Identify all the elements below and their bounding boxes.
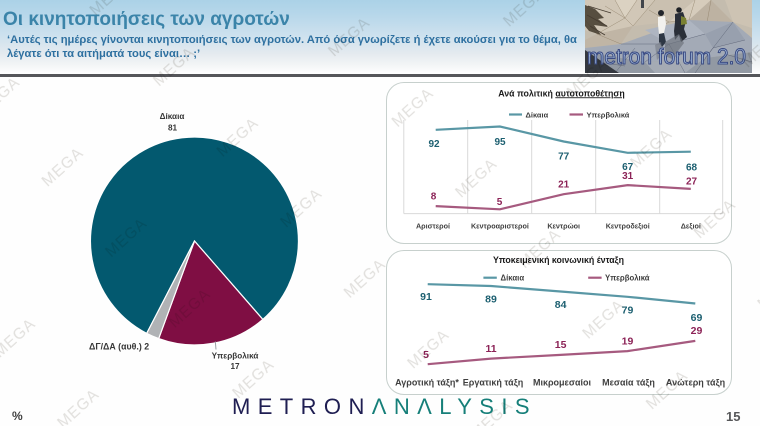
svg-text:84: 84: [555, 299, 567, 311]
svg-text:Αγροτική τάξη*: Αγροτική τάξη*: [395, 378, 459, 388]
svg-text:Ανώτερη τάξη: Ανώτερη τάξη: [666, 378, 725, 388]
svg-text:Μεσαία τάξη: Μεσαία τάξη: [602, 378, 655, 388]
svg-text:69: 69: [691, 312, 703, 324]
svg-text:91: 91: [420, 291, 432, 303]
svg-text:29: 29: [691, 325, 703, 337]
svg-text:89: 89: [485, 294, 497, 306]
svg-text:Υπερβολικά: Υπερβολικά: [605, 274, 650, 283]
svg-text:Μικρομεσαίοι: Μικρομεσαίοι: [533, 378, 592, 388]
svg-text:79: 79: [622, 304, 634, 316]
svg-text:5: 5: [423, 349, 429, 361]
svg-text:11: 11: [485, 343, 496, 355]
svg-text:Εργατική τάξη: Εργατική τάξη: [463, 378, 523, 388]
svg-text:15: 15: [555, 339, 567, 351]
svg-text:Υποκειμενική κοινωνική ένταξη: Υποκειμενική κοινωνική ένταξη: [493, 255, 624, 265]
svg-text:19: 19: [622, 335, 634, 347]
svg-text:Δίκαια: Δίκαια: [501, 274, 525, 283]
